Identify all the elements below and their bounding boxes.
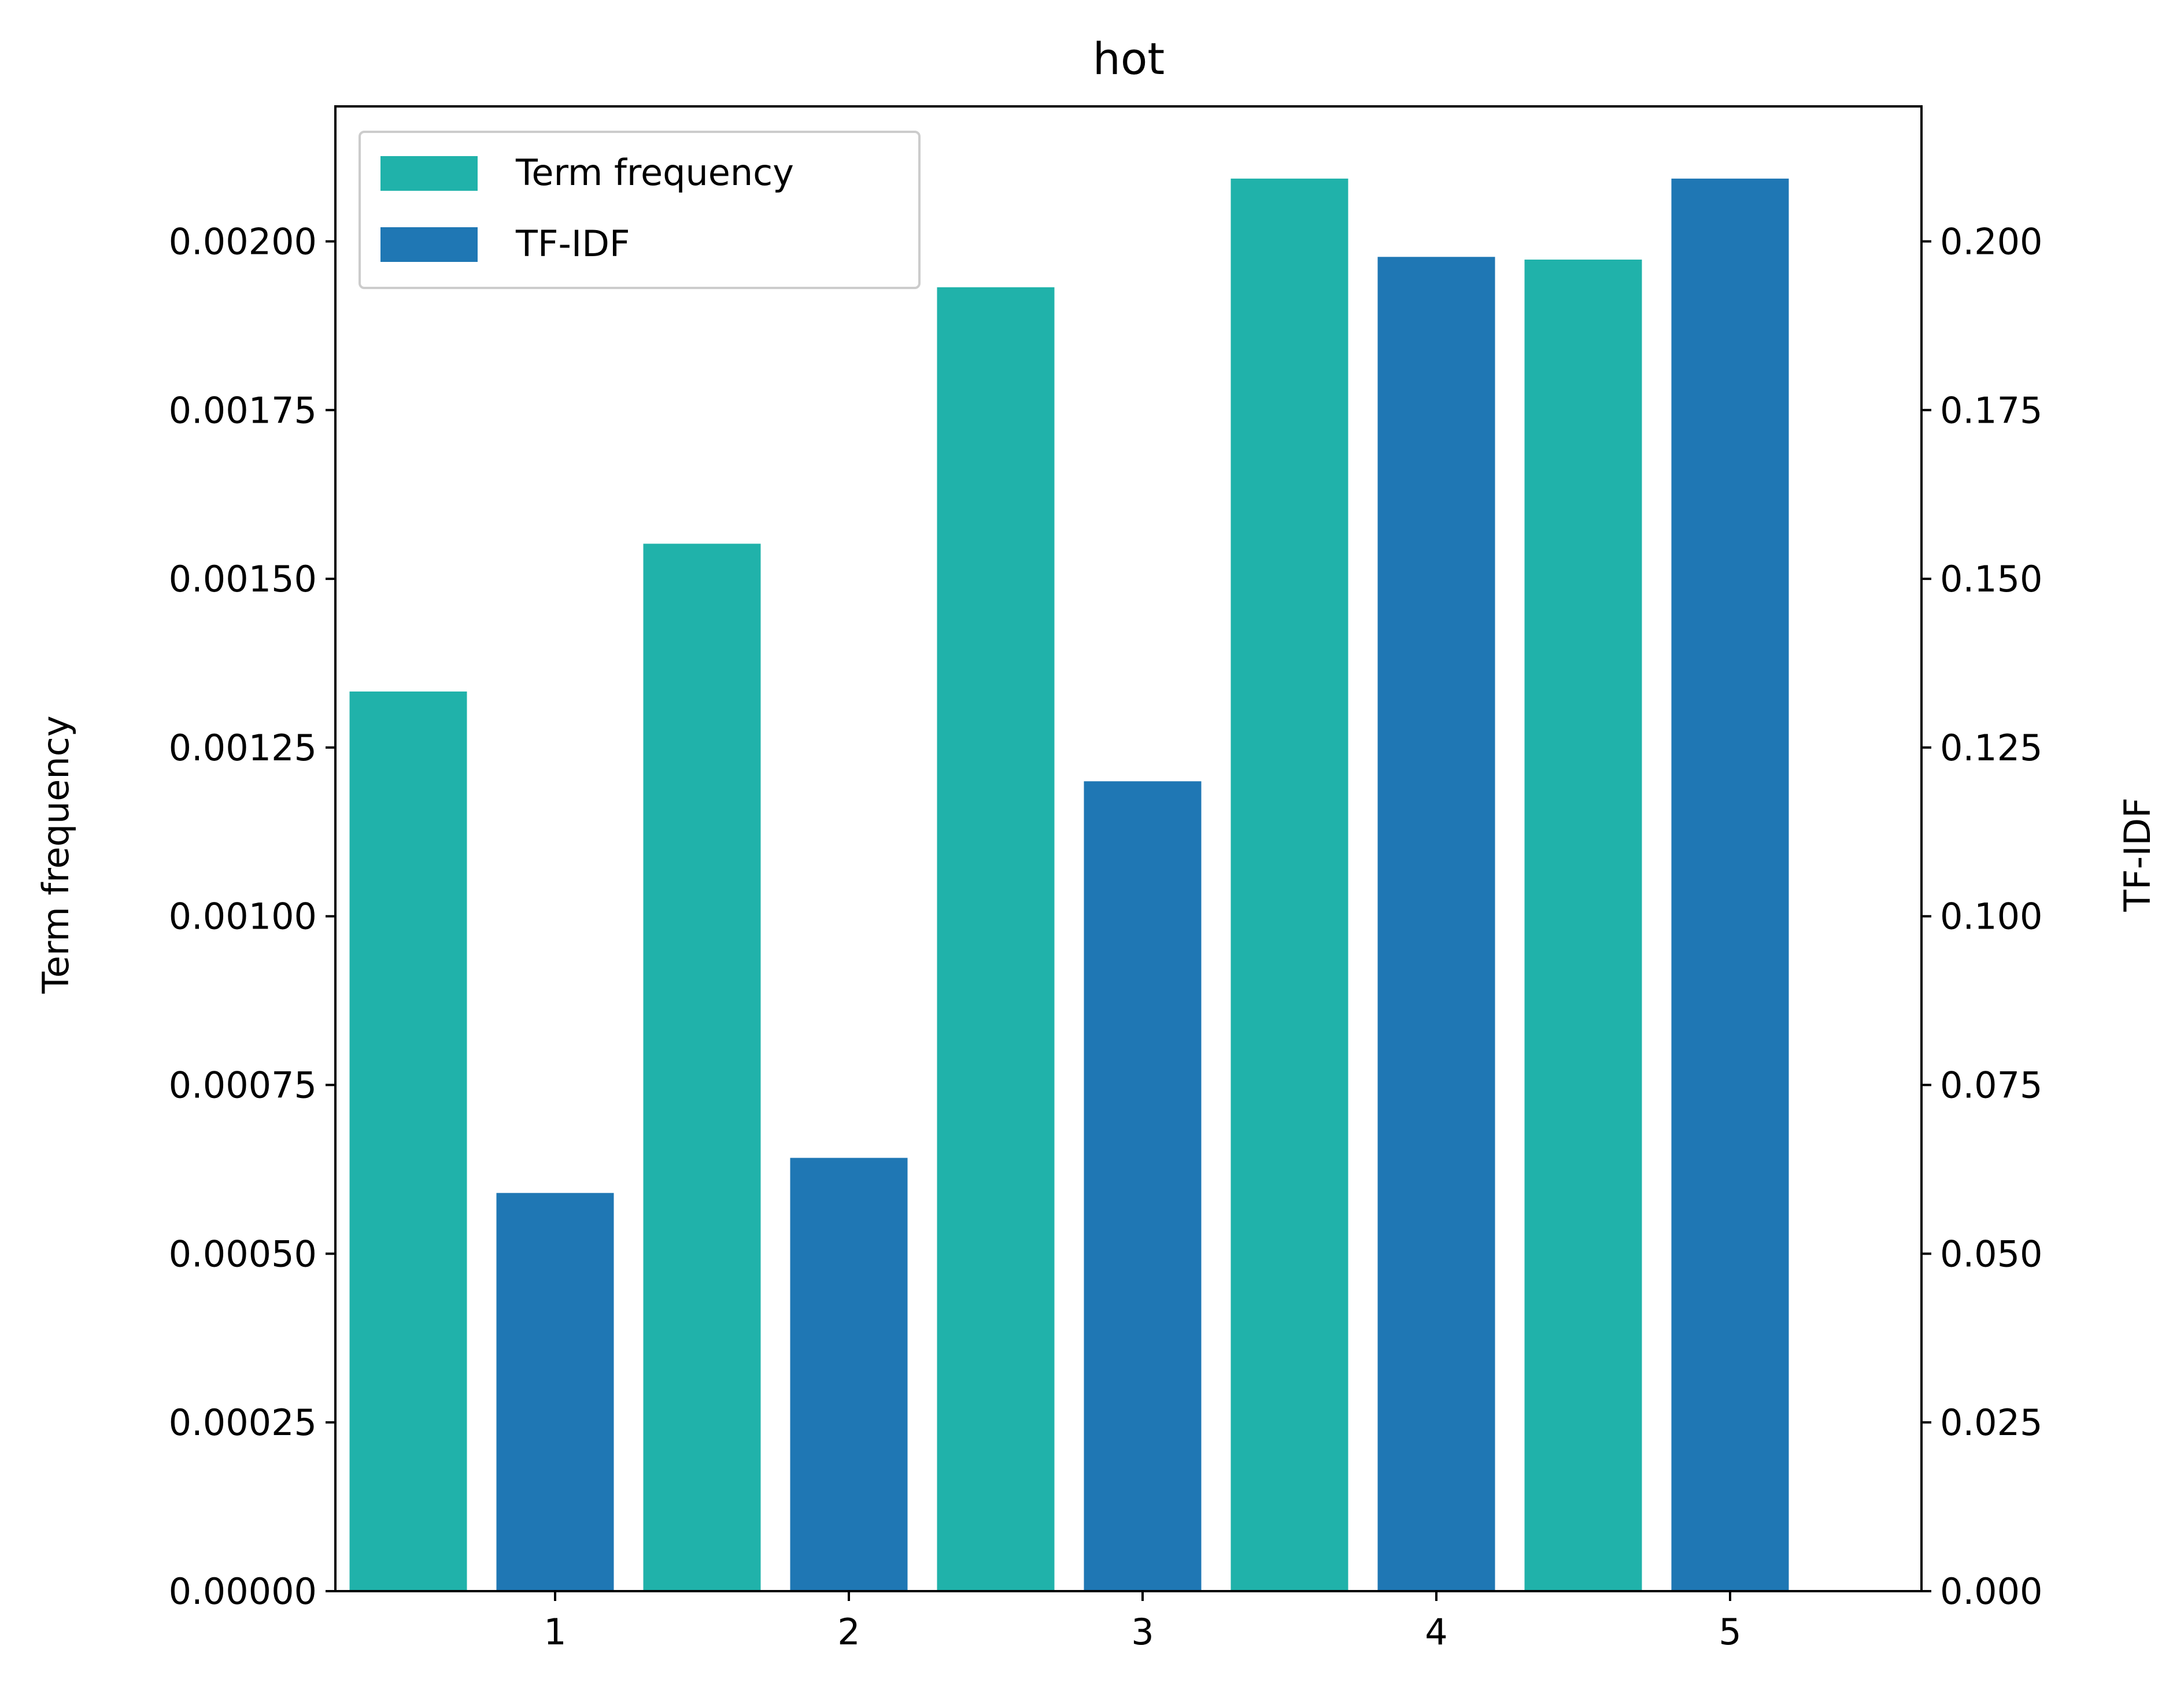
y-tick-label-left: 0.00150 (169, 558, 317, 600)
y-tick-label-right: 0.200 (1940, 220, 2043, 262)
legend-label-tf-idf: TF-IDF (515, 223, 630, 265)
bar-term-frequency-3 (937, 287, 1055, 1591)
y-tick-label-right: 0.000 (1940, 1570, 2043, 1613)
legend-label-term-frequency: Term frequency (515, 151, 794, 194)
legend-box (359, 131, 921, 289)
plot-frame (334, 105, 1923, 1592)
bar-term-frequency-2 (643, 543, 761, 1591)
legend-swatch-term-frequency (380, 156, 478, 191)
bar-term-frequency-1 (349, 692, 467, 1591)
x-tick-label: 5 (1719, 1611, 1741, 1653)
y-tick-label-left: 0.00075 (169, 1064, 317, 1107)
bar-term-frequency-4 (1230, 178, 1348, 1591)
x-tick-label: 1 (544, 1611, 566, 1653)
bar-tf-idf-2 (790, 1158, 908, 1591)
y-tick-label-left: 0.00200 (169, 220, 317, 262)
bars-layer (349, 178, 1789, 1592)
x-tick-label: 3 (1131, 1611, 1154, 1653)
axes-layer: 1 2 3 4 5 0.00000 0.00025 0.00050 0.00075 0.00100… (169, 105, 2043, 1653)
y-tick-label-right: 0.100 (1940, 896, 2043, 938)
bar-tf-idf-4 (1377, 257, 1495, 1592)
y-tick-label-left: 0.00125 (169, 727, 317, 769)
x-tick-label: 4 (1425, 1611, 1447, 1653)
y-tick-label-right: 0.125 (1940, 727, 2043, 769)
y-tick-label-left: 0.00175 (169, 389, 317, 431)
y-tick-label-left: 0.00025 (169, 1402, 317, 1444)
chart-title: hot (1093, 33, 1165, 84)
y-axis-label-right: TF-IDF (2116, 797, 2159, 912)
y-tick-label-left: 0.00000 (169, 1570, 317, 1613)
bar-tf-idf-1 (496, 1193, 614, 1591)
y-tick-label-right: 0.075 (1940, 1064, 2043, 1107)
y-tick-label-right: 0.150 (1940, 558, 2043, 600)
bar-tf-idf-3 (1084, 781, 1202, 1591)
y-tick-label-left: 0.00100 (169, 896, 317, 938)
bar-term-frequency-5 (1524, 259, 1642, 1591)
bar-tf-idf-5 (1671, 178, 1789, 1591)
y-axis-label-left: Term frequency (35, 716, 77, 994)
y-tick-label-right: 0.025 (1940, 1402, 2043, 1444)
legend-swatch-tf-idf (380, 227, 478, 262)
y-tick-label-right: 0.050 (1940, 1233, 2043, 1275)
y-tick-label-left: 0.00050 (169, 1233, 317, 1275)
y-tick-label-right: 0.175 (1940, 389, 2043, 431)
x-tick-label: 2 (837, 1611, 860, 1653)
legend: Term frequency TF-IDF (359, 131, 921, 289)
